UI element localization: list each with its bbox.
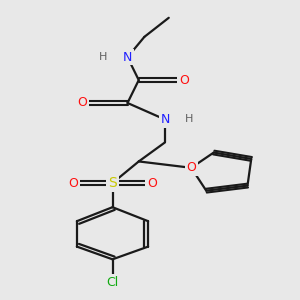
Text: O: O (147, 177, 157, 190)
Text: O: O (186, 161, 196, 174)
Text: O: O (68, 177, 78, 190)
Text: H: H (185, 115, 194, 124)
Text: S: S (108, 176, 117, 190)
Text: H: H (99, 52, 107, 62)
Text: N: N (123, 51, 132, 64)
Text: O: O (179, 74, 189, 87)
Text: O: O (78, 97, 87, 110)
Text: Cl: Cl (106, 276, 119, 289)
Text: N: N (160, 113, 170, 126)
